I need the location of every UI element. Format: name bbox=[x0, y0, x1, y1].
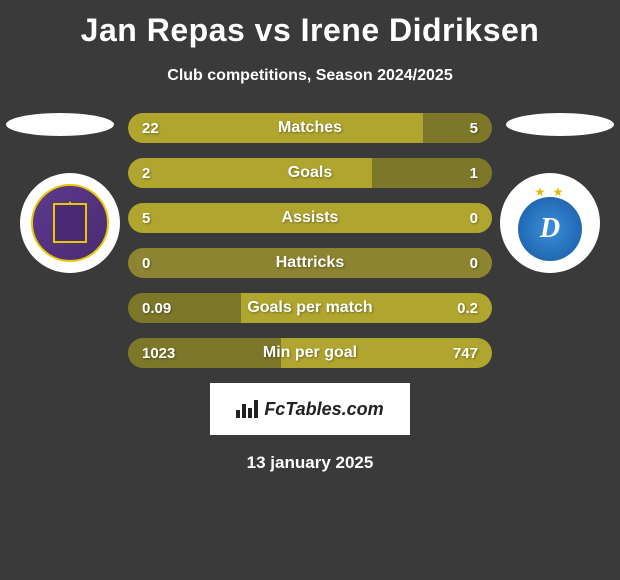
stat-right-value: 747 bbox=[453, 338, 478, 368]
footer-site-badge: FcTables.com bbox=[210, 383, 410, 435]
stat-right-value: 0 bbox=[470, 203, 478, 233]
stat-right-value: 0.2 bbox=[457, 293, 478, 323]
platform-right bbox=[506, 113, 614, 136]
stat-bar: 2Goals1 bbox=[128, 158, 492, 188]
stat-bar: 5Assists0 bbox=[128, 203, 492, 233]
stat-bar: 0.09Goals per match0.2 bbox=[128, 293, 492, 323]
stat-right-value: 5 bbox=[470, 113, 478, 143]
stats-area: ★ ★ D 22Matches52Goals15Assists00Hattric… bbox=[0, 113, 620, 368]
stat-label: Min per goal bbox=[128, 338, 492, 368]
page-title: Jan Repas vs Irene Didriksen bbox=[0, 0, 620, 49]
dynamo-badge: ★ ★ D bbox=[500, 173, 600, 273]
footer-site-text: FcTables.com bbox=[264, 399, 383, 420]
club-badge-left bbox=[20, 173, 120, 273]
stat-label: Matches bbox=[128, 113, 492, 143]
subtitle: Club competitions, Season 2024/2025 bbox=[0, 67, 620, 85]
chart-icon bbox=[236, 400, 258, 418]
stat-label: Assists bbox=[128, 203, 492, 233]
stat-bar: 22Matches5 bbox=[128, 113, 492, 143]
stat-label: Goals bbox=[128, 158, 492, 188]
stat-label: Hattricks bbox=[128, 248, 492, 278]
maribor-badge bbox=[20, 173, 120, 273]
club-badge-right: ★ ★ D bbox=[500, 173, 600, 273]
platform-left bbox=[6, 113, 114, 136]
stat-right-value: 1 bbox=[470, 158, 478, 188]
stat-bar: 0Hattricks0 bbox=[128, 248, 492, 278]
stat-bars: 22Matches52Goals15Assists00Hattricks00.0… bbox=[128, 113, 492, 368]
footer-date: 13 january 2025 bbox=[0, 453, 620, 473]
stat-bar: 1023Min per goal747 bbox=[128, 338, 492, 368]
stat-right-value: 0 bbox=[470, 248, 478, 278]
stat-label: Goals per match bbox=[128, 293, 492, 323]
